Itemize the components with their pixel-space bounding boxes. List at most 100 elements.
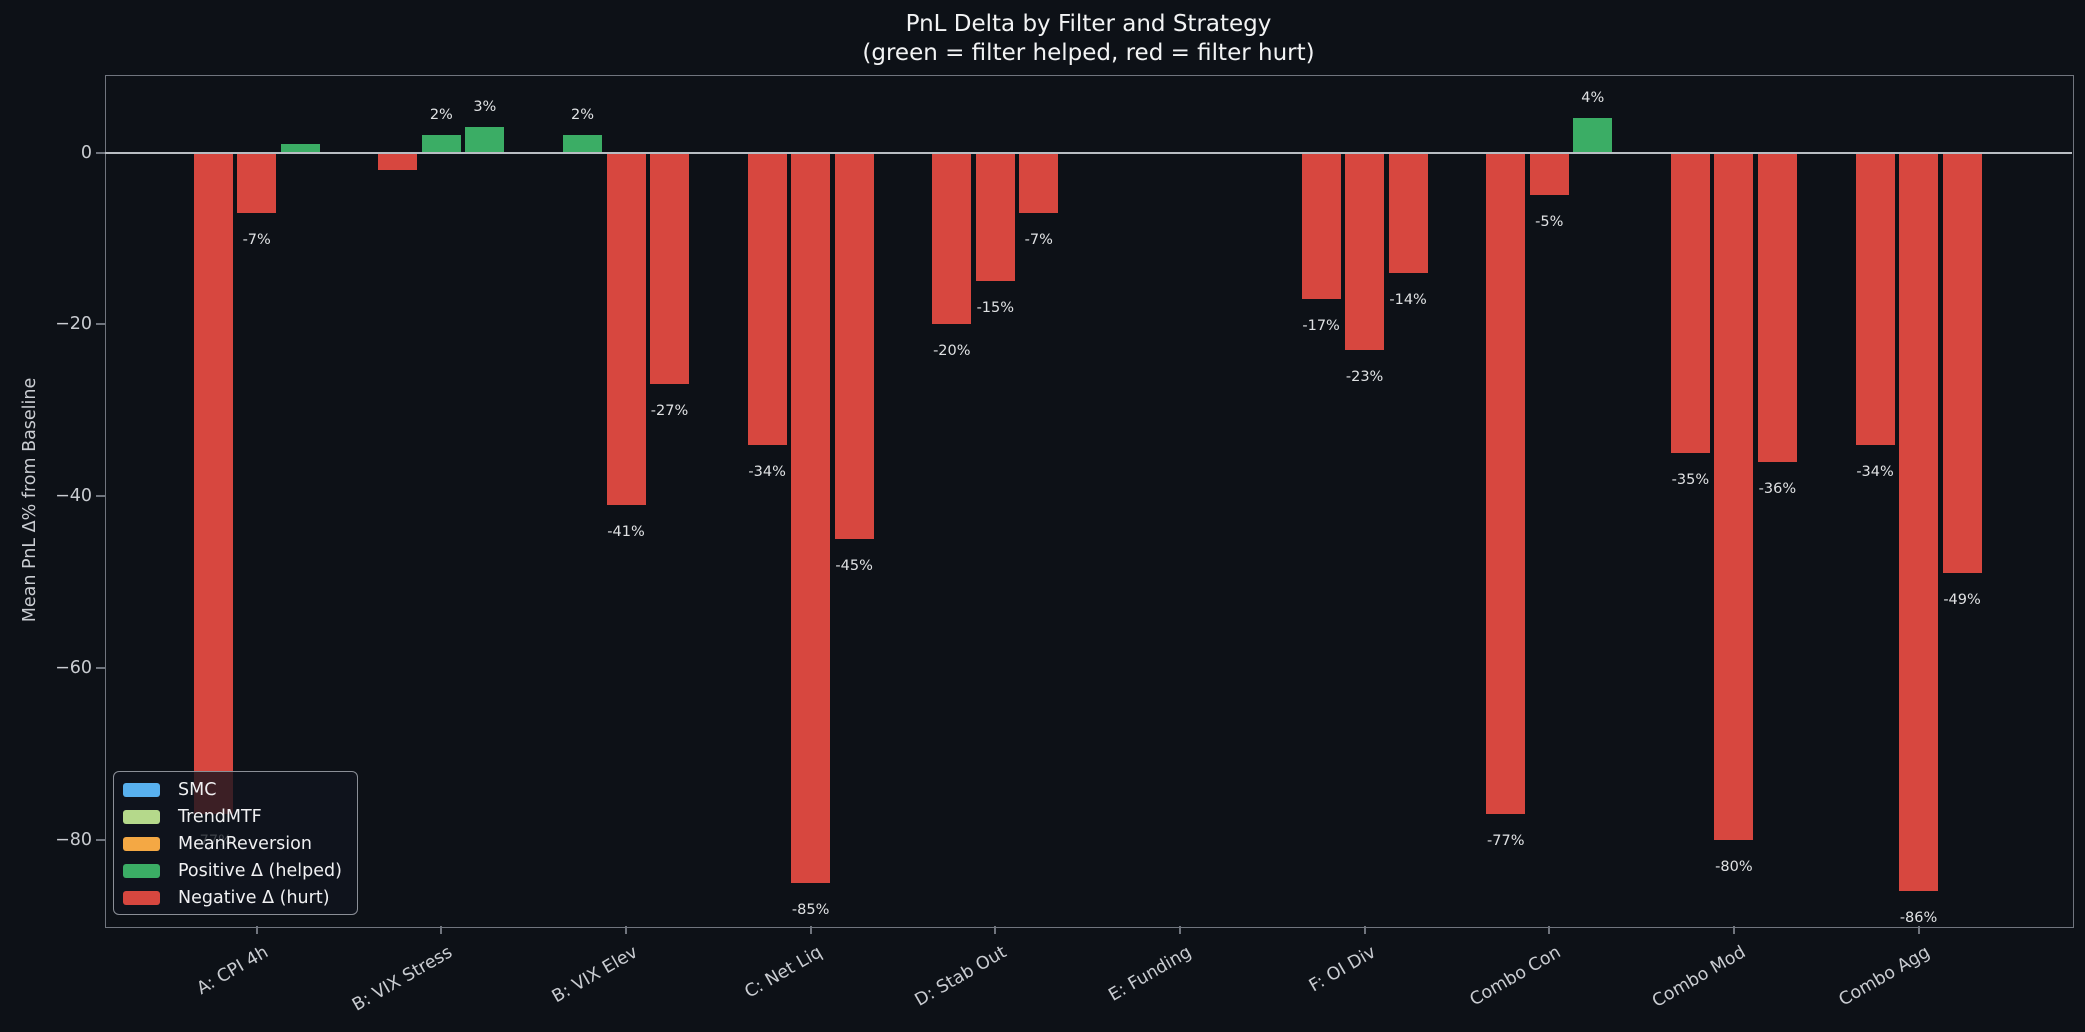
y-tick-mark [96, 151, 105, 154]
plot-area-border [105, 75, 2074, 928]
bar-value-label: -7% [1024, 231, 1053, 248]
legend-label: Negative Δ (hurt) [178, 887, 330, 908]
bar-negative [1019, 152, 1059, 213]
legend-label: MeanReversion [178, 833, 312, 854]
x-tick-label: F: OI Div [1306, 942, 1380, 997]
legend-item: Negative Δ (hurt) [114, 884, 357, 911]
x-tick-mark [809, 926, 812, 934]
y-tick-label: 0 [80, 142, 92, 163]
legend-swatch [123, 809, 160, 824]
zero-baseline-line [105, 152, 2072, 154]
bar-value-label: -17% [1302, 317, 1340, 334]
bar-value-label: -86% [1899, 910, 1938, 927]
x-tick-mark [1178, 926, 1181, 934]
x-tick-label: B: VIX Elev [548, 942, 641, 1008]
bar-negative [1388, 152, 1428, 273]
legend-swatch [123, 890, 160, 905]
bar-value-label: -34% [1856, 463, 1894, 480]
bar-value-label: -85% [791, 901, 830, 918]
bar-positive [1573, 118, 1613, 153]
bar-negative [650, 152, 689, 385]
bar-negative [1345, 152, 1385, 351]
bar-value-label: 4% [1581, 90, 1605, 107]
bar-value-label: -23% [1345, 369, 1384, 386]
bar-value-label: -34% [748, 463, 786, 480]
bar-value-label: -27% [650, 403, 689, 420]
bar-value-label: 2% [429, 107, 453, 124]
bar-value-label: -41% [607, 523, 645, 540]
bar-negative [1486, 152, 1526, 814]
legend-item: SMC [114, 776, 357, 803]
x-tick-mark [1917, 926, 1920, 934]
bar-negative [1855, 152, 1895, 445]
legend: SMC TrendMTF MeanReversion Positive Δ (help… [113, 771, 358, 915]
bar-positive [465, 126, 505, 153]
legend-swatch [123, 782, 160, 797]
bar-value-label: -20% [933, 343, 971, 360]
bar-negative [378, 152, 418, 170]
y-tick-mark [96, 495, 105, 498]
bar-value-label: 2% [570, 107, 594, 124]
legend-item: MeanReversion [114, 830, 357, 857]
bar-value-label: -5% [1535, 214, 1564, 231]
bar-value-label: -49% [1943, 592, 1981, 609]
x-tick-mark [1363, 926, 1366, 934]
y-tick-mark [96, 323, 105, 326]
x-tick-label: Combo Con [1466, 942, 1565, 1011]
x-tick-label: C: Net Liq [741, 942, 826, 1003]
legend-swatch [123, 836, 160, 851]
bar-positive [563, 135, 602, 153]
legend-item: TrendMTF [114, 803, 357, 830]
bar-negative [606, 152, 646, 505]
legend-swatch [123, 863, 160, 878]
y-tick-label: −40 [55, 486, 92, 507]
chart-subtitle: (green = filter helped, red = filter hur… [862, 40, 1315, 66]
x-tick-mark [255, 926, 258, 934]
bar-value-label: -77% [1487, 832, 1525, 849]
x-tick-label: Combo Mod [1648, 942, 1749, 1012]
bar-negative [932, 152, 972, 325]
y-tick-mark [96, 666, 105, 669]
bar-value-label: -14% [1389, 291, 1427, 308]
bar-negative [193, 152, 233, 814]
x-tick-label: Combo Agg [1835, 942, 1934, 1011]
legend-label: SMC [178, 779, 217, 800]
bar-negative [1670, 152, 1710, 454]
bar-value-label: -36% [1758, 480, 1797, 497]
chart-title: PnL Delta by Filter and Strategy [905, 11, 1272, 37]
bar-value-label: -35% [1671, 472, 1710, 489]
x-tick-mark [1548, 926, 1551, 934]
bar-value-label: -80% [1715, 858, 1753, 875]
bar-negative [1714, 152, 1754, 840]
x-tick-label: D: Stab Out [911, 942, 1011, 1011]
y-tick-label: −60 [55, 657, 92, 678]
bar-negative [1529, 152, 1569, 196]
bar-negative [1899, 152, 1939, 892]
legend-item: Positive Δ (helped) [114, 857, 357, 884]
x-tick-mark [994, 926, 997, 934]
x-tick-mark [1732, 926, 1735, 934]
bar-positive [280, 143, 320, 153]
bar-negative [1301, 152, 1341, 299]
x-tick-label: A: CPI 4h [193, 942, 272, 1000]
chart-title-block: PnL Delta by Filter and Strategy (green … [105, 10, 2072, 68]
x-tick-label: B: VIX Stress [349, 942, 457, 1016]
bar-value-label: -15% [976, 300, 1015, 317]
bar-negative [747, 152, 787, 445]
x-tick-mark [625, 926, 627, 934]
x-tick-label: E: Funding [1105, 942, 1195, 1006]
bar-value-label: -45% [835, 558, 873, 575]
bar-value-label: -7% [242, 231, 271, 248]
bar-negative [791, 152, 831, 883]
bar-negative [1757, 152, 1797, 462]
legend-label: Positive Δ (helped) [178, 860, 342, 881]
y-tick-mark [96, 838, 105, 841]
y-tick-label: −80 [55, 829, 92, 850]
bar-negative [975, 152, 1015, 282]
legend-label: TrendMTF [178, 806, 262, 827]
bar-positive [421, 135, 461, 153]
y-tick-label: −20 [55, 314, 92, 335]
bar-negative [1942, 152, 1982, 574]
bar-value-label: 3% [473, 98, 497, 115]
